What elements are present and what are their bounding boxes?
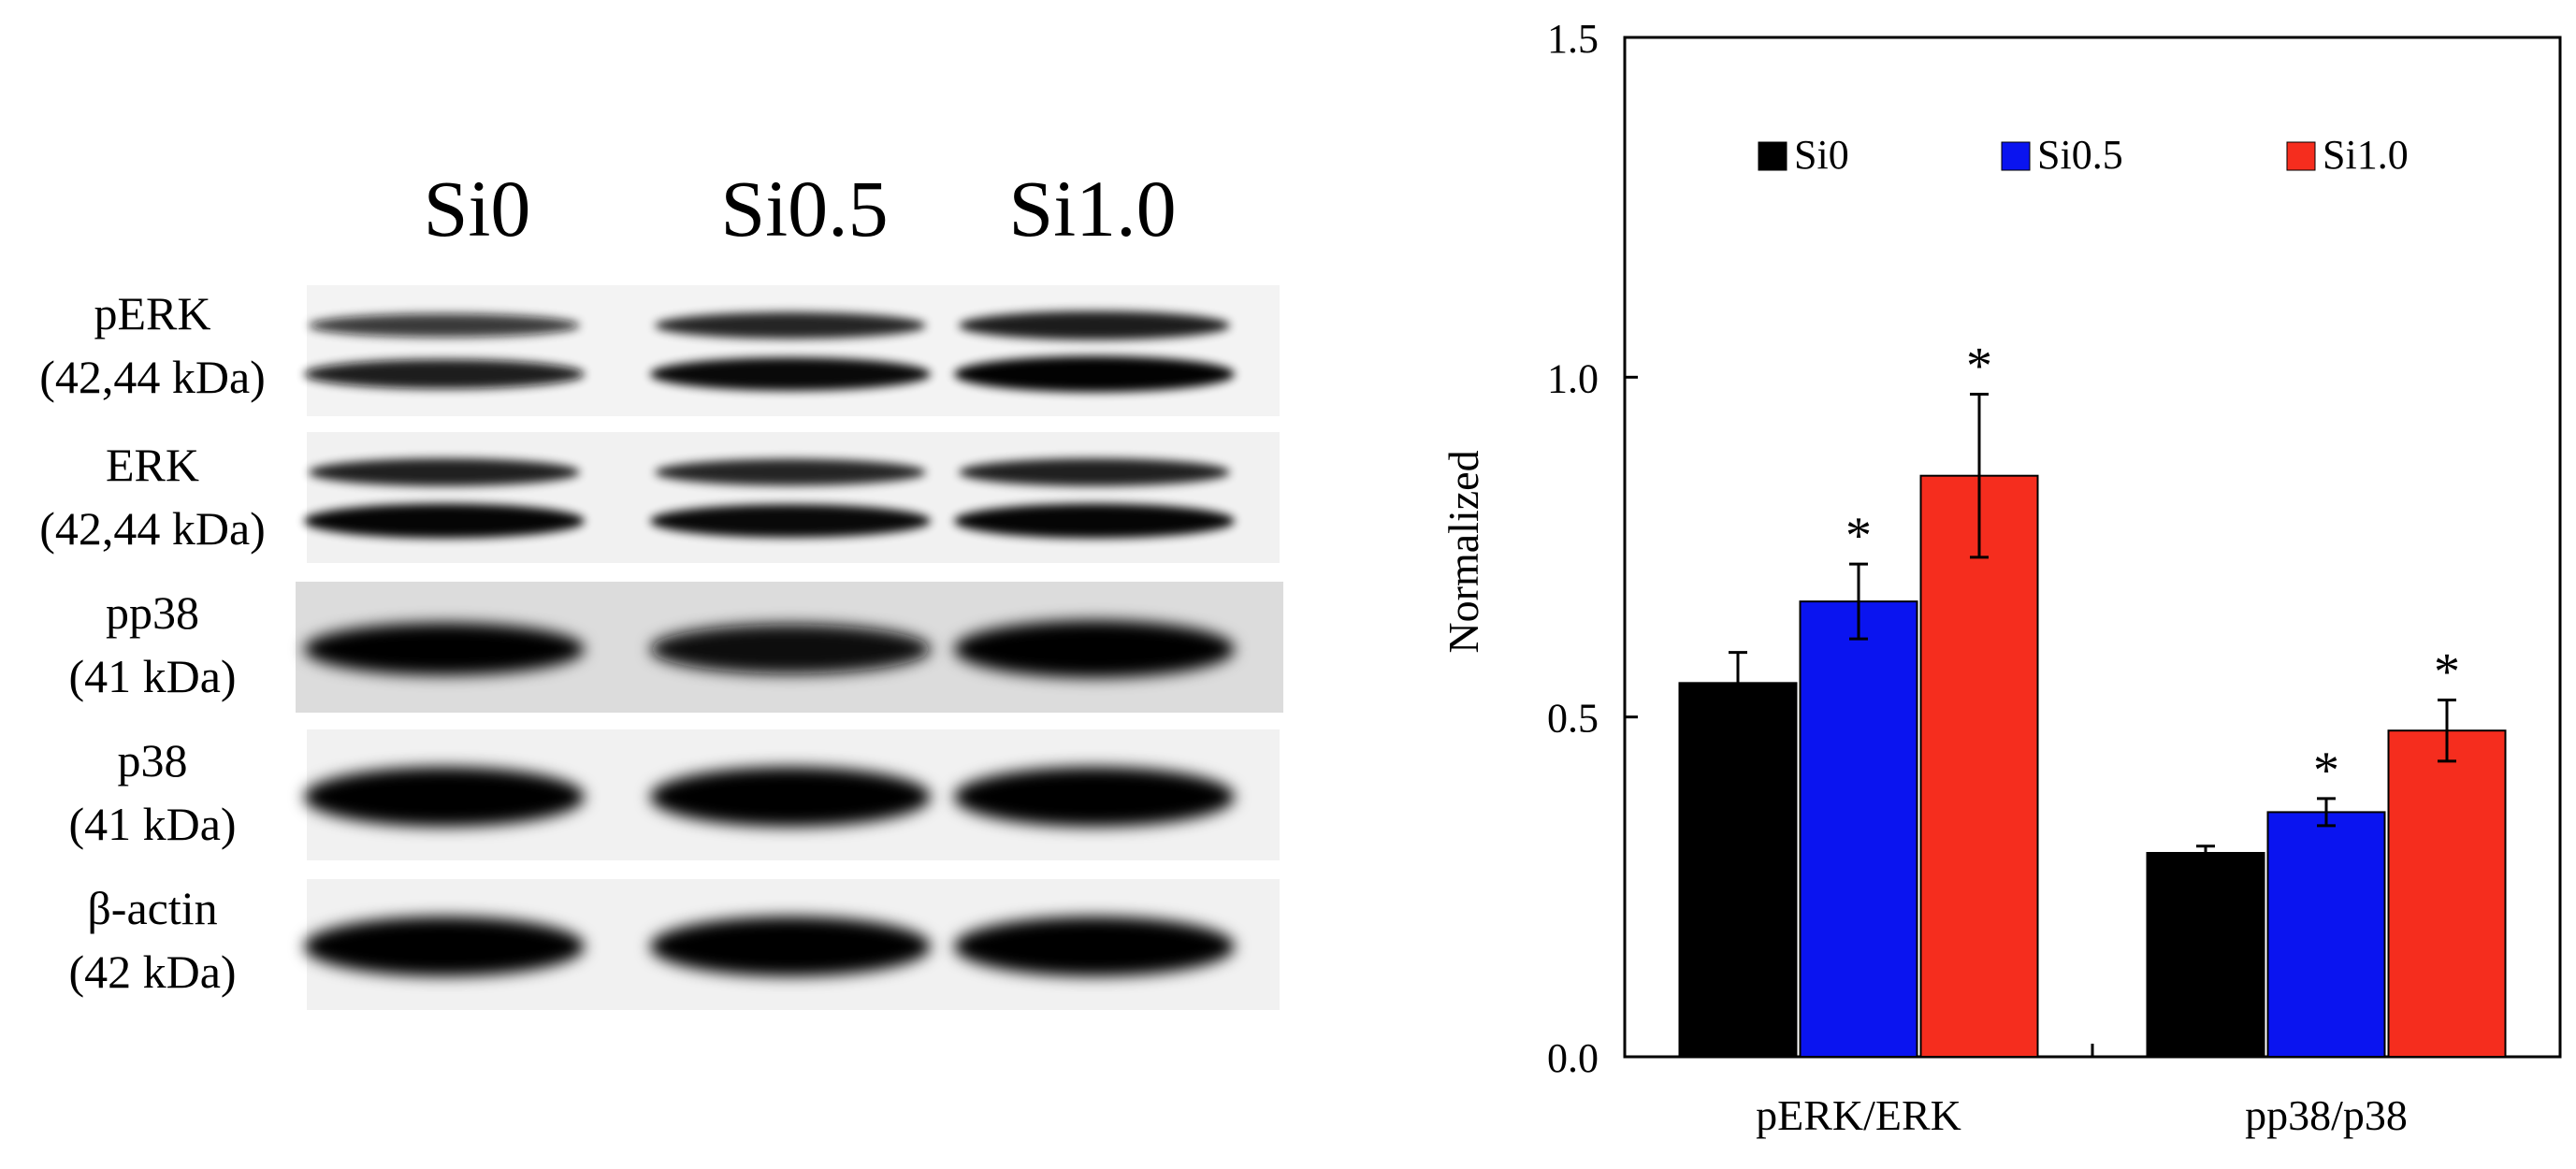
blot-band [650, 916, 931, 976]
blot-band [650, 504, 931, 538]
y-axis-label: Normalized [1440, 450, 1487, 653]
bar-chart: 0.0 0.5 1.0 1.5 Normalized * * * * pERK/ERK pp3… [1440, 16, 2562, 1139]
row-size: (42 kDa) [68, 945, 236, 998]
blot-row [296, 582, 1283, 713]
blot-band [655, 458, 926, 486]
blot-row [304, 432, 1280, 563]
y-tick-label: 0.5 [1547, 696, 1599, 742]
x-tick-label: pp38/p38 [2245, 1091, 2408, 1139]
row-size: (42,44 kDa) [39, 351, 266, 403]
blot-band [304, 503, 585, 539]
legend-item: Si0 [1758, 132, 1849, 178]
bar [2387, 729, 2507, 1058]
blot-row [304, 879, 1280, 1010]
row-label: β-actin [87, 882, 217, 934]
lane-label: Si1.0 [1008, 164, 1176, 253]
blot-band [954, 355, 1235, 393]
x-axis-labels: pERK/ERK pp38/p38 [1756, 1044, 2408, 1139]
bar [1919, 474, 2039, 1058]
western-blot-panel: Si0 Si0.5 Si1.0 pERK (42,44 kDa) ERK (42… [39, 164, 1283, 1010]
significance-marker: * [2434, 643, 2460, 701]
blot-band [954, 767, 1235, 827]
y-tick-label: 0.0 [1547, 1035, 1599, 1081]
legend-item: Si0.5 [2001, 132, 2123, 178]
blot-band [309, 313, 580, 338]
blot-band [650, 357, 931, 391]
bar [2266, 811, 2386, 1059]
blot-band [304, 767, 585, 827]
row-size: (41 kDa) [68, 650, 236, 702]
bar [1799, 600, 1918, 1059]
blot-band [650, 624, 931, 674]
bar [2146, 852, 2265, 1058]
legend-swatch [2286, 141, 2316, 171]
lane-label: Si0 [424, 164, 531, 253]
row-label: p38 [118, 734, 188, 787]
blot-band [304, 622, 585, 676]
y-tick-label: 1.0 [1547, 355, 1599, 401]
legend-label: Si0.5 [2037, 132, 2123, 178]
lane-label: Si0.5 [720, 164, 888, 253]
legend-label: Si0 [1794, 132, 1849, 178]
row-size: (41 kDa) [68, 798, 236, 850]
blot-row [304, 729, 1280, 860]
significance-marker: * [1845, 507, 1872, 565]
y-axis-ticks: 0.0 0.5 1.0 1.5 [1547, 16, 1638, 1081]
significance-marker: * [2313, 742, 2339, 800]
legend-swatch [1758, 141, 1787, 171]
y-tick-label: 1.5 [1547, 16, 1599, 62]
blot-band [959, 310, 1230, 340]
legend: Si0 Si0.5 Si1.0 [1758, 132, 2409, 178]
bars: * * * * [1678, 338, 2507, 1059]
blot-band [959, 458, 1230, 486]
blot-band [954, 916, 1235, 976]
x-tick-label: pERK/ERK [1756, 1091, 1961, 1139]
lane-labels: Si0 Si0.5 Si1.0 [424, 164, 1177, 253]
blot-rows [296, 285, 1283, 1010]
blot-membrane [307, 432, 1280, 563]
blot-band [655, 311, 926, 339]
legend-label: Si1.0 [2323, 132, 2409, 178]
bar [1678, 682, 1798, 1058]
blot-band [309, 458, 580, 486]
significance-marker: * [1966, 338, 1992, 396]
blot-band [304, 359, 585, 389]
row-label: pERK [94, 287, 211, 339]
blot-band [954, 620, 1235, 678]
row-size: (42,44 kDa) [39, 502, 266, 555]
blot-row [304, 285, 1280, 416]
row-label: pp38 [106, 586, 199, 639]
legend-swatch [2001, 141, 2031, 171]
blot-band [954, 503, 1235, 539]
blot-membrane [307, 285, 1280, 416]
row-labels: pERK (42,44 kDa) ERK (42,44 kDa) pp38 (4… [39, 287, 266, 998]
row-label: ERK [106, 439, 199, 491]
blot-band [304, 916, 585, 976]
legend-item: Si1.0 [2286, 132, 2409, 178]
blot-band [650, 767, 931, 827]
